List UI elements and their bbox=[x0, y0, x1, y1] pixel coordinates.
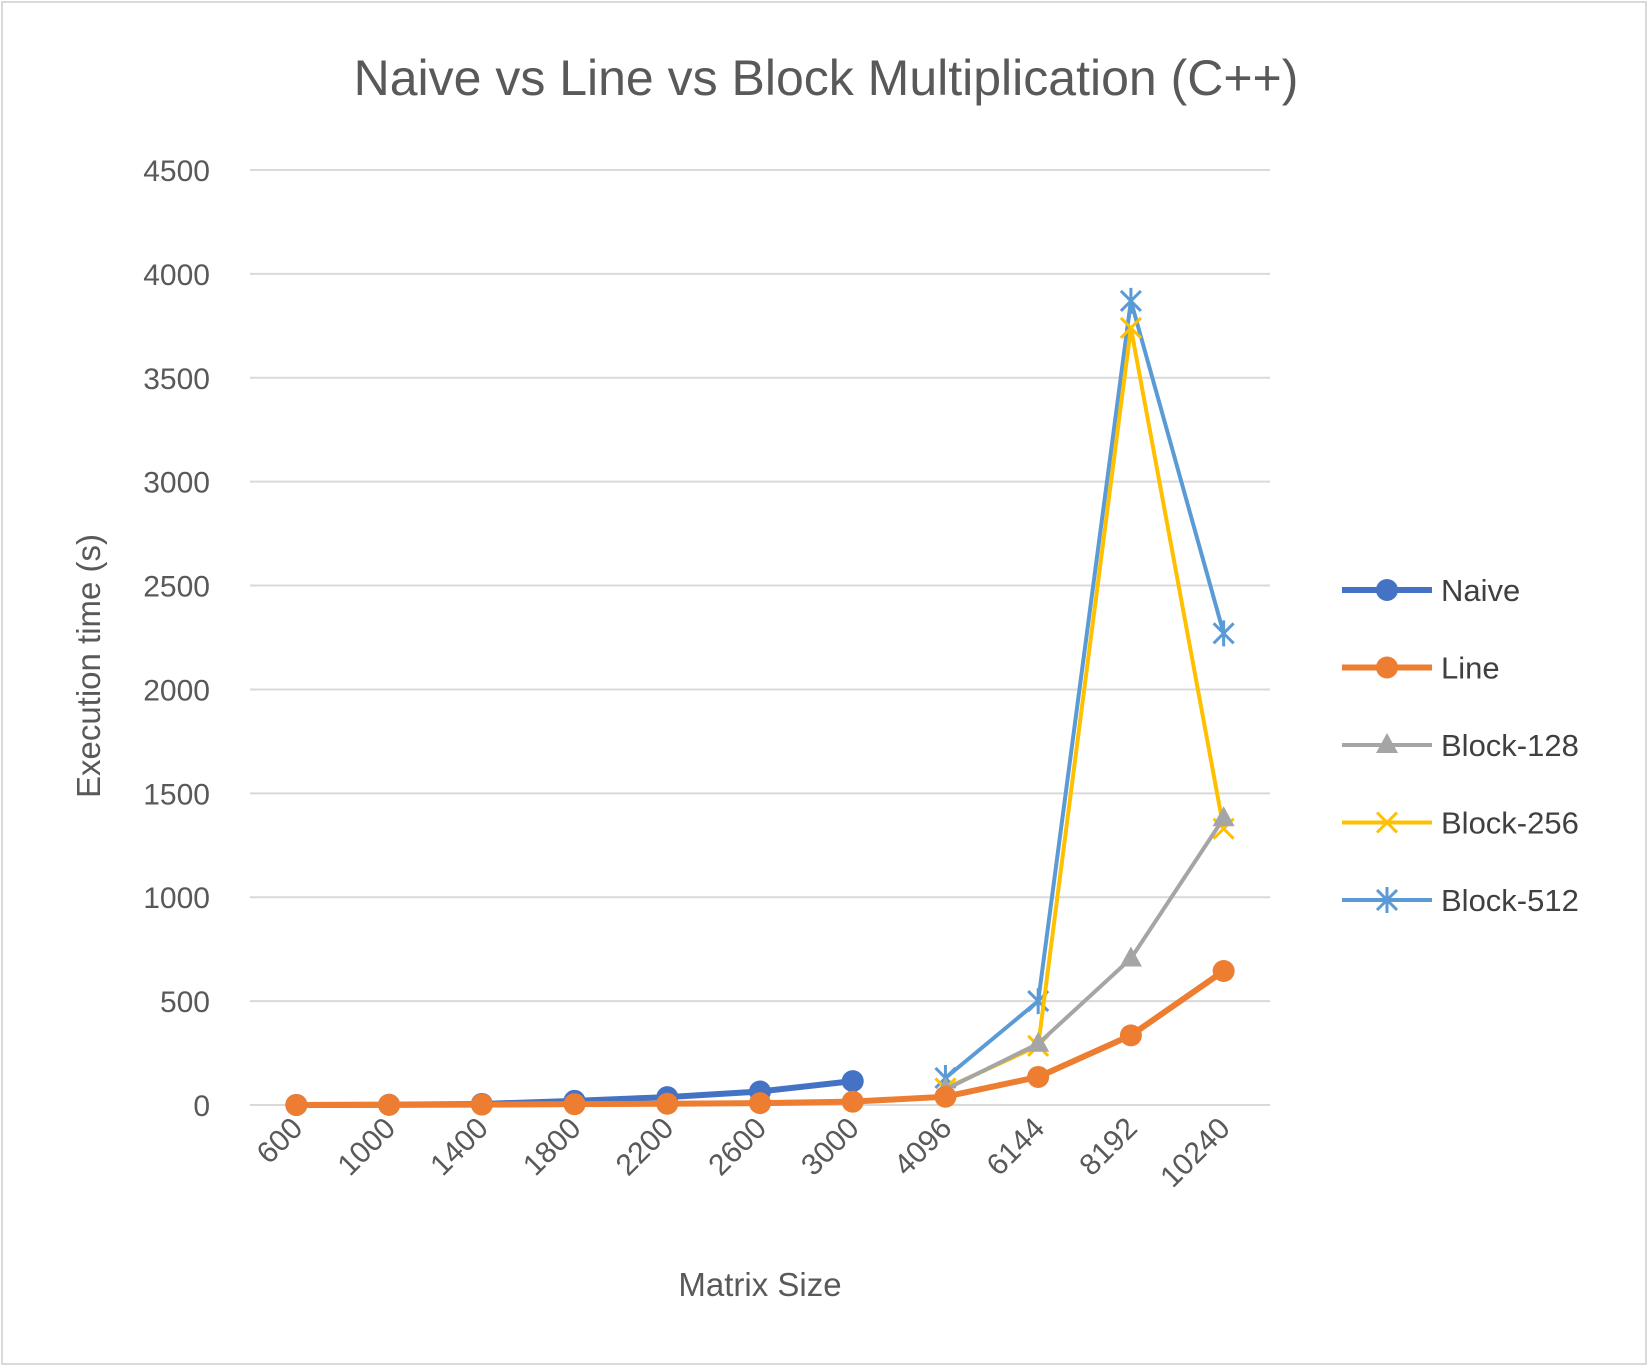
x-tick-label: 3000 bbox=[795, 1112, 866, 1183]
y-tick-label: 4000 bbox=[143, 259, 210, 292]
y-tick-label: 500 bbox=[160, 986, 210, 1019]
x-tick-label: 6144 bbox=[981, 1112, 1052, 1183]
data-point bbox=[1375, 811, 1399, 834]
data-point bbox=[285, 1093, 308, 1116]
y-tick-label: 1500 bbox=[143, 778, 210, 811]
data-point bbox=[1212, 806, 1235, 827]
x-tick-label: 2600 bbox=[702, 1112, 773, 1183]
series-line bbox=[943, 325, 1226, 1091]
data-point bbox=[1376, 656, 1398, 679]
y-axis-title: Execution time (s) bbox=[70, 534, 107, 798]
x-axis-ticks: 600 1000 1400 1800 2200 2600 3000 4096 6144 8192 1… bbox=[251, 1112, 1237, 1194]
series-line bbox=[285, 959, 1235, 1116]
legend-item: Block-256 bbox=[1342, 806, 1579, 841]
x-axis-title: Matrix Size bbox=[678, 1266, 841, 1303]
legend-label: Line bbox=[1441, 651, 1500, 686]
legend-label: Block-128 bbox=[1441, 728, 1579, 763]
legend-label: Block-512 bbox=[1441, 883, 1579, 918]
x-tick-label: 2200 bbox=[610, 1112, 681, 1183]
data-point bbox=[934, 1085, 957, 1108]
data-point bbox=[1212, 959, 1235, 982]
data-point bbox=[1119, 316, 1142, 339]
series-block-256 bbox=[934, 316, 1235, 1100]
y-tick-label: 3000 bbox=[143, 467, 210, 500]
data-point bbox=[749, 1092, 771, 1115]
data-point bbox=[1027, 1065, 1050, 1088]
y-tick-label: 3500 bbox=[143, 363, 210, 396]
plot-series bbox=[285, 287, 1235, 1116]
data-point bbox=[378, 1093, 401, 1116]
x-tick-label: 4096 bbox=[888, 1112, 959, 1183]
data-point bbox=[1119, 1024, 1142, 1047]
data-point bbox=[841, 1070, 864, 1093]
legend: Naive Line Block-128 Block-256 Block-512 bbox=[1342, 573, 1579, 918]
x-tick-label: 1800 bbox=[517, 1112, 588, 1183]
data-point bbox=[1376, 579, 1398, 601]
data-point bbox=[841, 1090, 864, 1113]
x-tick-label: 1000 bbox=[332, 1112, 403, 1183]
data-point bbox=[1119, 287, 1142, 314]
data-point bbox=[1212, 620, 1235, 647]
x-tick-label: 600 bbox=[251, 1112, 310, 1171]
data-point bbox=[470, 1093, 493, 1116]
legend-item: Block-512 bbox=[1342, 883, 1579, 918]
y-tick-label: 2000 bbox=[143, 674, 210, 707]
legend-label: Block-256 bbox=[1441, 806, 1579, 841]
legend-label: Naive bbox=[1441, 573, 1520, 608]
y-tick-label: 4500 bbox=[143, 155, 210, 188]
data-point bbox=[1119, 946, 1142, 967]
legend-item: Naive bbox=[1342, 573, 1520, 608]
data-point bbox=[1375, 887, 1399, 913]
series-line bbox=[943, 298, 1226, 1080]
legend-item: Line bbox=[1342, 651, 1500, 686]
y-tick-label: 0 bbox=[193, 1090, 210, 1123]
x-tick-label: 1400 bbox=[424, 1112, 495, 1183]
data-point bbox=[563, 1093, 586, 1116]
data-point bbox=[1376, 733, 1398, 753]
chart-title: Naive vs Line vs Block Multiplication (C… bbox=[354, 50, 1299, 106]
data-point bbox=[1027, 1031, 1050, 1052]
legend-item: Block-128 bbox=[1342, 728, 1579, 763]
series-line bbox=[943, 816, 1226, 1092]
data-point bbox=[656, 1092, 679, 1115]
x-tick-label: 8192 bbox=[1073, 1112, 1144, 1183]
series-block-512 bbox=[934, 287, 1235, 1091]
y-tick-label: 2500 bbox=[143, 571, 210, 604]
y-tick-label: 1000 bbox=[143, 882, 210, 915]
gridlines bbox=[250, 169, 1270, 1106]
y-axis-ticks: 0 500 1000 1500 2000 2500 3000 3500 4000 4500 bbox=[143, 155, 210, 1123]
x-tick-label: 10240 bbox=[1154, 1112, 1236, 1194]
